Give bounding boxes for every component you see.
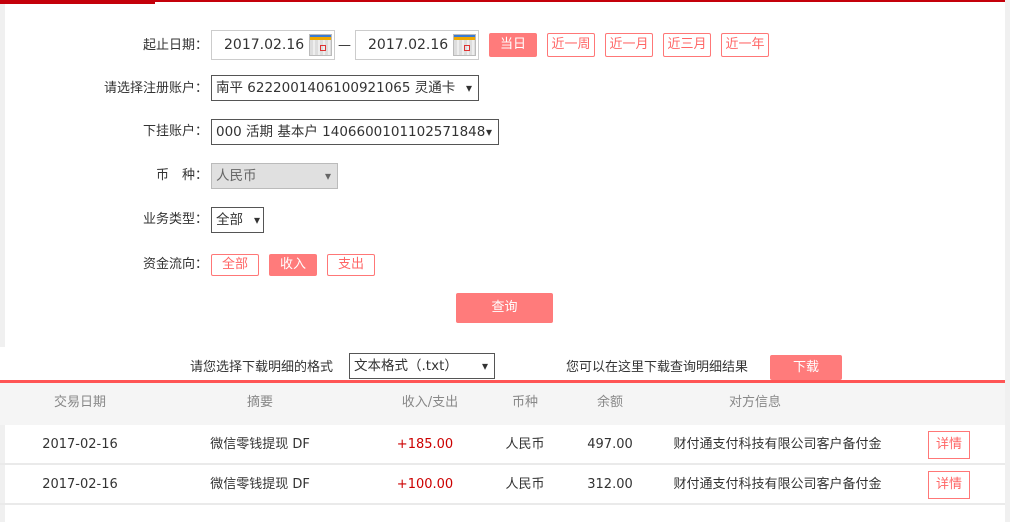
detail-button[interactable]: 详情 (928, 471, 970, 499)
row-amount: +100.00 (396, 477, 454, 492)
date-label: 起止日期： (142, 38, 208, 53)
header-date: 交易日期 (53, 395, 106, 410)
account-select[interactable]: 南平 6222001406100921065 灵通卡 ▾ (211, 75, 479, 101)
detail-button[interactable]: 详情 (928, 431, 970, 459)
start-date-value: 2017.02.16 (224, 37, 305, 53)
header-amount: 收入/支出 (401, 395, 459, 410)
row-summary: 微信零钱提现 DF (210, 477, 310, 492)
range-today-button[interactable]: 当日 (489, 33, 537, 57)
download-button[interactable]: 下载 (770, 355, 842, 380)
top-bar (0, 0, 1005, 2)
chevron-down-icon: ▾ (253, 213, 260, 227)
range-3months-button[interactable]: 近三月 (663, 33, 711, 57)
table-row: 2017-02-16 微信零钱提现 DF +185.00 人民币 497.00 … (0, 425, 1005, 465)
currency-label: 币 种： (155, 168, 208, 183)
header-counterparty: 对方信息 (728, 395, 781, 410)
end-date-input[interactable]: 2017.02.16 (355, 30, 479, 60)
row-date: 2017-02-16 (42, 437, 118, 452)
format-value: 文本格式（.txt） (354, 358, 458, 374)
account-label: 请选择注册账户： (103, 81, 208, 96)
row-summary: 微信零钱提现 DF (210, 437, 310, 452)
account-value: 南平 6222001406100921065 灵通卡 (216, 80, 456, 96)
biz-type-label: 业务类型： (142, 212, 208, 227)
start-date-input[interactable]: 2017.02.16 (211, 30, 335, 60)
end-date-value: 2017.02.16 (368, 37, 449, 53)
sub-account-label: 下挂账户： (142, 124, 208, 139)
sub-account-select[interactable]: 000 活期 基本户 1406600101102571848 ▾ (211, 119, 499, 145)
table-row: 2017-02-16 微信零钱提现 DF +100.00 人民币 312.00 … (0, 465, 1005, 505)
sub-account-value: 000 活期 基本户 1406600101102571848 (216, 124, 486, 140)
chevron-down-icon: ▾ (324, 169, 331, 183)
format-select[interactable]: 文本格式（.txt） ▾ (349, 353, 495, 379)
row-balance: 312.00 (587, 477, 633, 492)
download-hint: 您可以在这里下载查询明细结果 (566, 360, 749, 375)
header-summary: 摘要 (246, 395, 273, 410)
currency-value: 人民币 (216, 168, 257, 184)
flow-all-button[interactable]: 全部 (211, 254, 259, 276)
flow-label: 资金流向： (142, 257, 208, 272)
format-label: 请您选择下载明细的格式 (190, 360, 334, 375)
range-month-button[interactable]: 近一月 (605, 33, 653, 57)
row-balance: 497.00 (587, 437, 633, 452)
currency-select: 人民币 ▾ (211, 163, 338, 189)
chevron-down-icon: ▾ (485, 125, 492, 139)
calendar-icon[interactable] (309, 34, 332, 56)
biz-type-value: 全部 (216, 212, 243, 228)
header-currency: 币种 (511, 395, 538, 410)
row-counterparty: 财付通支付科技有限公司客户备付金 (673, 477, 882, 492)
flow-income-button[interactable]: 收入 (269, 254, 317, 276)
row-date: 2017-02-16 (42, 477, 118, 492)
row-currency: 人民币 (505, 477, 545, 492)
date-separator: — (338, 38, 351, 53)
calendar-icon[interactable] (453, 34, 476, 56)
query-button[interactable]: 查询 (456, 293, 553, 323)
range-week-button[interactable]: 近一周 (547, 33, 595, 57)
row-currency: 人民币 (505, 437, 545, 452)
table-divider (0, 380, 1005, 383)
chevron-down-icon: ▾ (465, 81, 472, 95)
table-header: 交易日期 摘要 收入/支出 币种 余额 对方信息 (0, 383, 1005, 425)
biz-type-select[interactable]: 全部 ▾ (211, 207, 264, 233)
range-year-button[interactable]: 近一年 (721, 33, 769, 57)
flow-expense-button[interactable]: 支出 (327, 254, 375, 276)
row-amount: +185.00 (396, 437, 454, 452)
header-balance: 余额 (596, 395, 623, 410)
chevron-down-icon: ▾ (481, 359, 488, 373)
download-bar (0, 347, 1005, 380)
row-counterparty: 财付通支付科技有限公司客户备付金 (673, 437, 882, 452)
panel (5, 0, 1005, 522)
active-tab-indicator (0, 0, 155, 4)
